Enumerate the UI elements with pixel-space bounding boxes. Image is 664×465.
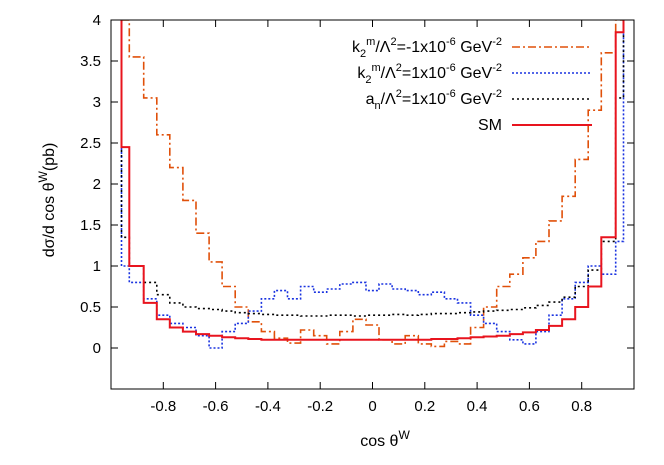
x-tick-label: -0.8 [150,398,176,415]
y-axis-title: dσ/d cos θW(pb) [36,143,58,258]
x-tick-label: 0.6 [519,398,540,415]
series-line [121,20,624,348]
y-tick-label: 3.5 [80,53,101,70]
y-tick-label: 3 [93,94,101,111]
y-tick-label: 0.5 [80,299,101,316]
x-tick-label: 0.4 [467,398,488,415]
series-line [120,20,625,317]
x-tick-label: -0.2 [307,398,333,415]
series-layer [120,20,625,349]
x-tick-label: 0.8 [571,398,592,415]
axis-ticks [111,19,634,389]
y-tick-label: 2 [93,176,101,193]
x-axis-title: cos θW [360,428,410,450]
x-tick-label: 0 [368,398,376,415]
plot-frame [110,19,635,390]
y-tick-label: 1.5 [80,217,101,234]
y-tick-label: 2.5 [80,135,101,152]
x-tick-labels: -0.8 -0.6 -0.4 -0.2 0 0.2 0.4 0.6 0.8 [150,398,592,415]
series-line [120,20,625,349]
y-tick-label: 0 [93,340,101,357]
series-line [120,20,625,341]
legend-label: an/Λ2=1x10-6 GeV-2 [366,88,502,112]
x-tick-label: -0.6 [203,398,229,415]
legend-label: SM [478,117,502,134]
y-tick-label: 4 [93,12,101,29]
y-tick-labels: 0 0.5 1 1.5 2 2.5 3 3.5 4 [80,12,101,357]
legend-label: k2m/Λ2=1x10-6 GeV-2 [357,62,502,86]
y-tick-label: 1 [93,258,101,275]
legend-label: k2m/Λ2=-1x10-6 GeV-2 [352,36,502,60]
x-tick-label: 0.2 [414,398,435,415]
x-tick-label: -0.4 [255,398,281,415]
